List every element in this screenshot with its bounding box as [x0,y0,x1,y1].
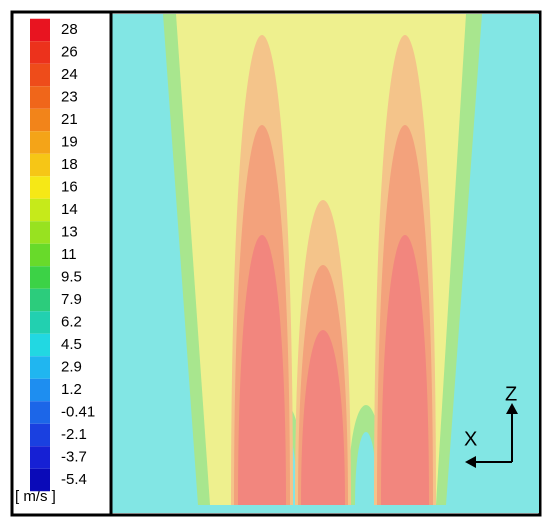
jet-inner [301,330,345,505]
colorbar-cell [30,41,50,64]
colorbar-cell [30,176,50,199]
colorbar-cell [30,266,50,289]
colorbar-cell [30,221,50,244]
colorbar-tick-label: 26 [61,43,78,60]
unit-label: [ m/s ] [15,488,56,505]
gap-contour [355,432,377,505]
colorbar-tick-label: -5.4 [61,471,87,488]
colorbar-tick-label: 19 [61,133,78,150]
x-arrowhead [465,456,476,468]
colorbar-cell [30,423,50,447]
colorbar-tick-label: 14 [61,201,78,218]
axis-triad: Z X [464,383,518,468]
colorbar-tick-label: 21 [61,111,78,128]
jet-inner [381,235,429,505]
colorbar-tick-label: 28 [61,21,78,38]
colorbar-cell [30,446,50,469]
colorbar-cell [30,468,50,492]
colorbar-tick-label: -0.41 [61,403,95,420]
colorbar-cell [30,401,50,424]
colorbar-cell [30,131,50,154]
colorbar-cell [30,288,50,312]
colorbar-tick-label: 6.2 [61,313,82,330]
colorbar-tick-label: 18 [61,156,78,173]
z-arrowhead [506,403,518,414]
colorbar-tick-label: 13 [61,223,78,240]
colorbar-tick-label: 16 [61,178,78,195]
colorbar-cell [30,243,50,267]
colorbar-cell [30,378,50,402]
colorbar-cell [30,108,50,132]
colorbar-tick-label: -3.7 [61,448,87,465]
colorbar-cell [30,311,50,334]
colorbar-tick-label: 9.5 [61,268,82,285]
colorbar-tick-label: 7.9 [61,291,82,308]
contour-field [111,14,539,513]
colorbar-cell [30,198,50,222]
colorbar-cell [30,86,50,109]
z-label: Z [505,383,517,405]
colorbar-cell [30,356,50,379]
colorbar-cell [30,18,50,42]
jet-inner [238,235,286,505]
colorbar-tick-label: 23 [61,88,78,105]
colorbar-tick-label: 24 [61,66,78,83]
x-label: X [464,428,477,450]
colorbar-tick-label: -2.1 [61,426,87,443]
colorbar-cell [30,153,50,177]
colorbar-tick-label: 4.5 [61,336,82,353]
colorbar-tick-label: 2.9 [61,358,82,375]
colorbar-cell [30,63,50,87]
colorbar-tick-label: 1.2 [61,381,82,398]
colorbar-tick-label: 11 [61,246,77,263]
colorbar-cell [30,333,50,357]
